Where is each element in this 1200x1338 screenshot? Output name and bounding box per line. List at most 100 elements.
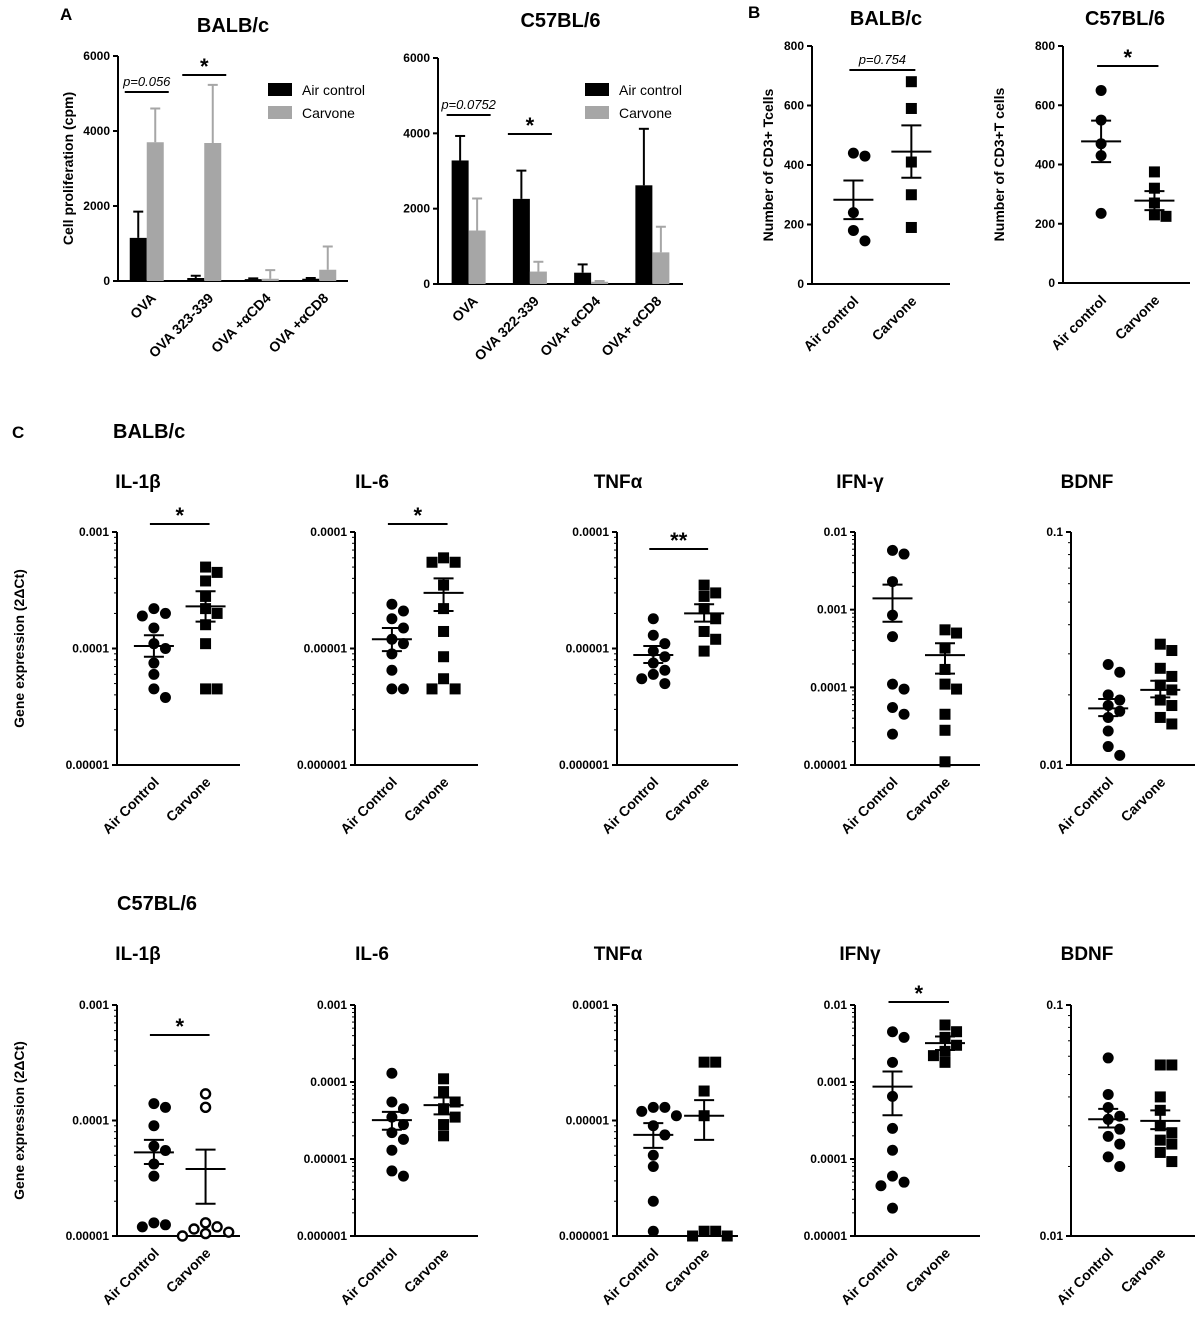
legend-label: Air control [619,82,682,98]
data-point [939,724,951,736]
y-tick-label: 0.00001 [304,642,348,656]
data-point [222,1226,235,1238]
data-point [199,1227,212,1240]
data-point [438,651,450,663]
data-point [148,683,160,695]
data-point [659,1101,671,1113]
data-point [636,1105,648,1117]
y-axis-label: Number of CD3+ Tcells [760,88,776,241]
scatter-chart-C-BALB-BDNF: 0.01 0.1 BDNF Air Control Carvone [1040,472,1195,837]
data-point [159,1219,171,1231]
legend-label: Air control [302,82,365,98]
data-point [397,638,409,650]
data-point [200,561,212,573]
data-point [887,1056,898,1068]
data-point [1102,658,1114,670]
y-tick-label: 0.1 [1046,998,1063,1012]
chart-title: IL-1β [115,472,160,493]
data-point [1154,662,1166,674]
x-category-label: Carvone [1112,292,1163,343]
x-category-label: Air Control [99,774,162,837]
data-point [951,1026,963,1038]
data-point [200,683,212,695]
data-point [1114,1160,1126,1172]
y-tick-label: 0 [103,274,110,288]
data-point [438,625,450,637]
y-tick-label: 0.01 [824,998,848,1012]
data-point [1166,718,1178,730]
y-tick-label: 2000 [403,202,430,216]
legend-swatch [585,83,609,96]
data-point [939,678,951,690]
scatter-chart-B2: 0 200 400 600 800 C57BL/6 Number of CD3+T cell… [991,8,1190,353]
data-point [698,1056,710,1068]
data-point [1154,638,1166,650]
bar [468,230,486,284]
y-tick-label: 6000 [403,51,430,65]
data-point [710,587,722,599]
y-tick-label: 400 [784,158,804,172]
y-axis-label: Cell proliferation (cpm) [60,92,76,245]
data-point [887,1202,898,1214]
chart-title: BDNF [1061,944,1114,965]
data-point [159,1101,171,1113]
data-point [148,1120,160,1132]
chart-title: TNFα [594,944,643,965]
chart-title: BALB/c [850,8,922,30]
x-category-label: Carvone [401,774,452,825]
data-point [847,224,859,236]
y-tick-label: 0.00001 [304,1152,348,1166]
chart-title: IL-1β [115,944,160,965]
data-point [698,1225,710,1237]
data-point [951,683,963,695]
data-point [939,624,951,636]
y-tick-label: 0.001 [79,525,109,539]
legend-swatch [585,106,609,119]
data-point [397,605,409,617]
y-tick-label: 0 [423,277,430,291]
data-point [397,1170,409,1182]
y-tick-label: 0.00001 [66,758,110,772]
y-tick-label: 0.0001 [810,680,847,694]
y-axis-label: Number of CD3+T cells [991,87,1007,241]
data-point [386,598,398,610]
x-category-label: Air Control [598,1245,661,1308]
bar [574,272,592,284]
data-point [887,1144,898,1156]
chart-title: BALB/c [197,15,269,37]
data-point [927,1050,939,1062]
bar [129,237,147,281]
data-point [386,664,398,676]
y-tick-label: 0.000001 [559,758,609,772]
data-point [1148,209,1160,221]
data-point [875,1180,887,1192]
data-point [636,673,648,685]
x-category-label: Carvone [163,1245,214,1296]
data-point [148,1170,160,1182]
data-point [1154,694,1166,706]
y-tick-label: 2000 [83,199,110,213]
section-title-balb: BALB/c [113,421,185,443]
y-tick-label: 800 [784,39,804,53]
x-category-label: Air Control [1053,1245,1116,1308]
data-point [1166,1059,1178,1071]
scatter-chart-C-C57-IFN: 0.00001 0.0001 0.001 0.01 IFNγ Air Control Car… [804,944,980,1308]
data-point [148,1217,160,1229]
significance-star: * [1123,45,1132,70]
data-point [710,613,722,625]
data-point [939,1045,951,1057]
y-tick-label: 0.0001 [572,525,609,539]
data-point [1166,1138,1178,1150]
y-tick-label: 0.0001 [72,1114,109,1128]
y-tick-label: 0.0001 [310,1075,347,1089]
bar [451,160,469,284]
data-point [136,1221,148,1233]
data-point [1102,1088,1114,1100]
scatter-chart-C-BALB-TNF: 0.000001 0.00001 0.0001 TNFα Air Control Carv… [559,472,738,837]
data-point [426,556,438,568]
chart-title: C57BL/6 [1085,8,1165,30]
data-point [847,147,859,159]
data-point [905,189,917,201]
panel-letter-c: C [12,423,24,442]
